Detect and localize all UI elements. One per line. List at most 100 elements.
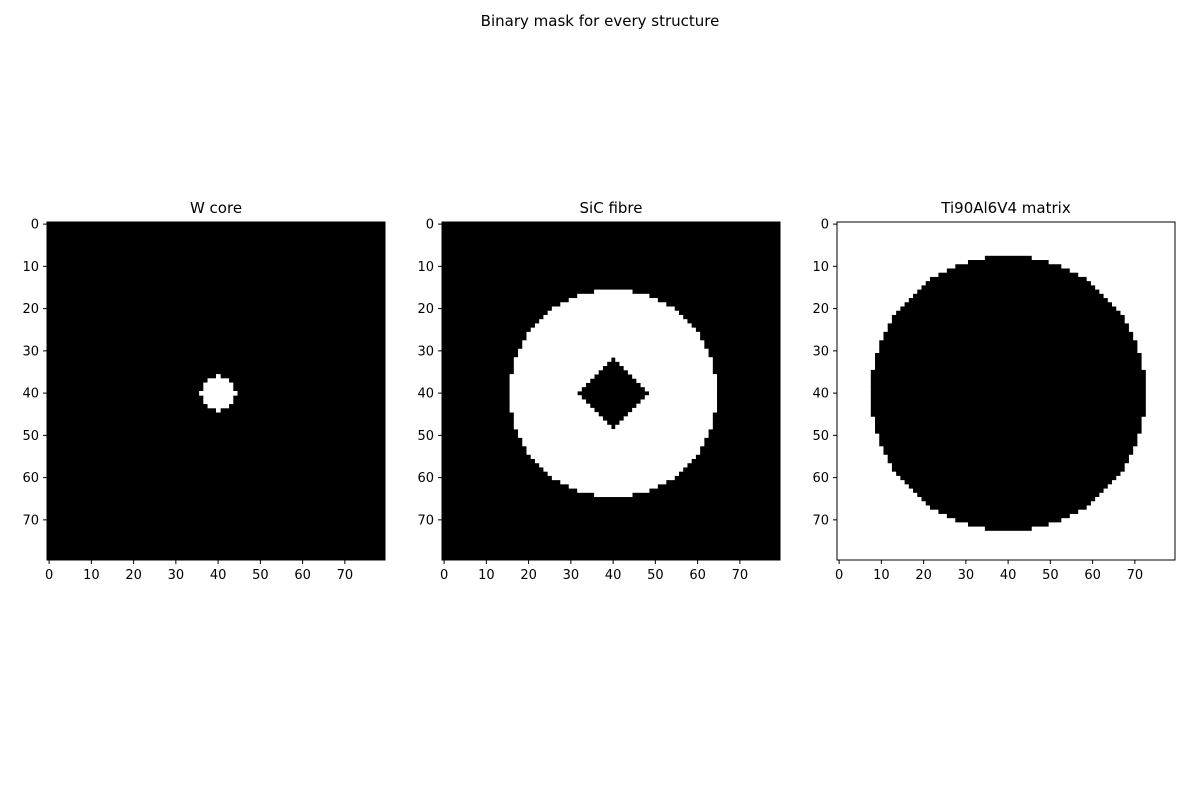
mask-cell-run xyxy=(879,340,1138,345)
mask-cell-run xyxy=(509,399,587,405)
mask-cell-run xyxy=(513,412,599,417)
x-tick-label: 70 xyxy=(337,568,354,583)
mask-cell-run xyxy=(513,369,599,375)
mask-cell-run xyxy=(887,454,1129,460)
mask-background xyxy=(442,222,780,560)
mask-cell-run xyxy=(509,386,582,392)
mask-cell-run xyxy=(870,407,1146,413)
mask-cell-run xyxy=(891,467,1125,472)
mask-cell-run xyxy=(534,458,692,464)
mask-cell-run xyxy=(875,420,1142,426)
mask-cell-run xyxy=(513,424,612,430)
y-tick-label: 50 xyxy=(22,429,39,444)
mask-cell-run xyxy=(509,391,578,396)
mask-cell-run xyxy=(887,458,1129,464)
mask-cell-run xyxy=(594,492,633,498)
mask-cell-run xyxy=(891,462,1125,468)
y-tick-label: 0 xyxy=(821,218,829,233)
mask-cell-run xyxy=(560,479,667,485)
y-tick-label: 10 xyxy=(22,260,39,275)
mask-cell-run xyxy=(875,365,1142,371)
mask-cell-run xyxy=(900,306,1117,312)
mask-cell-run xyxy=(539,462,688,468)
mask-cell-run xyxy=(513,357,612,362)
mask-cell-run xyxy=(551,306,675,312)
panel-title: W core xyxy=(190,199,242,217)
mask-cell-run xyxy=(879,441,1138,447)
y-tick-label: 30 xyxy=(812,344,829,359)
axes-frame xyxy=(46,221,386,561)
y-tick-label: 60 xyxy=(812,471,829,486)
panel-title: Ti90Al6V4 matrix xyxy=(940,199,1071,217)
x-tick-label: 30 xyxy=(168,568,185,583)
mask-cell-run xyxy=(640,382,718,388)
mask-cell-run xyxy=(875,424,1142,430)
mask-cell-run xyxy=(513,361,608,367)
mask-cell-run xyxy=(887,327,1129,333)
mask-cell-run xyxy=(513,416,603,421)
mask-cell-run xyxy=(917,289,1100,295)
mask-cell-run xyxy=(509,382,587,388)
mask-cell-run xyxy=(522,344,705,350)
x-tick-label: 0 xyxy=(45,568,53,583)
mask-cell-run xyxy=(615,424,713,430)
mask-cell-run xyxy=(526,336,701,341)
mask-cell-run xyxy=(594,289,633,295)
mask-cell-run xyxy=(518,348,709,354)
mask-cell-run xyxy=(526,450,701,455)
mask-cell-run xyxy=(917,492,1100,498)
mask-cell-run xyxy=(870,386,1146,392)
mask-cell-run xyxy=(203,399,234,405)
mask-cell-run xyxy=(518,429,709,434)
x-tick-label: 70 xyxy=(732,568,749,583)
y-tick-label: 20 xyxy=(22,302,39,317)
mask-cell-run xyxy=(870,399,1146,405)
mask-cell-run xyxy=(870,391,1146,396)
x-tick-label: 40 xyxy=(1000,568,1017,583)
mask-cell-run xyxy=(623,365,713,371)
y-tick-label: 70 xyxy=(417,513,434,528)
mask-cell-run xyxy=(904,479,1113,485)
mask-cell-run xyxy=(929,276,1087,282)
mask-cell-run xyxy=(526,331,701,337)
y-tick-label: 70 xyxy=(22,513,39,528)
x-tick-label: 50 xyxy=(647,568,664,583)
mask-cell-run xyxy=(560,302,667,307)
mask-cell-run xyxy=(627,369,713,375)
mask-cell-run xyxy=(530,454,696,460)
x-tick-label: 40 xyxy=(605,568,622,583)
y-tick-label: 50 xyxy=(812,429,829,444)
mask-cell-run xyxy=(509,374,595,379)
x-tick-label: 0 xyxy=(835,568,843,583)
mask-panel: Ti90Al6V4 matrix 0 10 20 30 40 50 60 70 0 10 20 30 40… xyxy=(812,199,1176,583)
mask-cell-run xyxy=(627,412,713,417)
x-tick-label: 50 xyxy=(1042,568,1059,583)
y-tick-label: 50 xyxy=(417,429,434,444)
x-tick-label: 70 xyxy=(1127,568,1144,583)
x-tick-label: 60 xyxy=(294,568,311,583)
mask-cell-run xyxy=(207,378,230,383)
y-tick-label: 30 xyxy=(22,344,39,359)
mask-cell-run xyxy=(879,348,1138,354)
mask-cell-run xyxy=(870,403,1146,409)
mask-cell-run xyxy=(908,298,1108,303)
mask-cell-run xyxy=(632,407,718,413)
mask-cell-run xyxy=(530,327,696,333)
x-tick-label: 30 xyxy=(958,568,975,583)
y-tick-label: 40 xyxy=(812,387,829,402)
mask-cell-run xyxy=(870,378,1146,383)
mask-cell-run xyxy=(875,357,1142,362)
y-tick-label: 60 xyxy=(22,471,39,486)
mask-cell-run xyxy=(216,407,221,413)
mask-cell-run xyxy=(203,382,234,388)
x-tick-label: 20 xyxy=(915,568,932,583)
mask-cell-run xyxy=(900,475,1117,481)
mask-cell-run xyxy=(879,433,1138,438)
panel-title: SiC fibre xyxy=(580,199,643,217)
mask-cell-run xyxy=(547,310,680,316)
mask-cell-run xyxy=(623,416,713,421)
mask-cell-run xyxy=(568,483,658,489)
mask-cell-run xyxy=(216,374,221,379)
mask-cell-run xyxy=(913,488,1104,493)
mask-cell-run xyxy=(870,412,1146,417)
